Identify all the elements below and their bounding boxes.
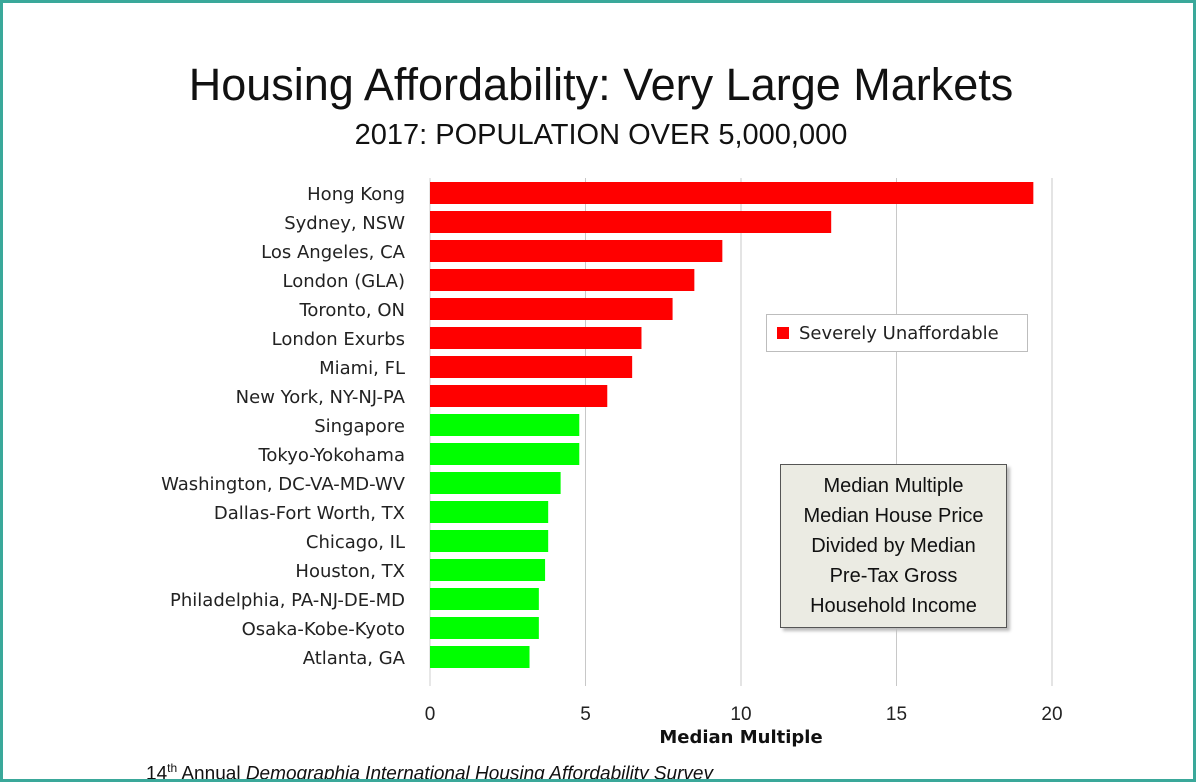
category-label: Philadelphia, PA-NJ-DE-MD [170,590,405,611]
bar [430,240,723,262]
category-label: Los Angeles, CA [261,242,406,263]
bar [430,327,642,349]
x-tick-label: 0 [425,704,436,725]
category-label: Singapore [314,416,405,437]
chart-title: Housing Affordability: Very Large Market… [188,59,1014,110]
bar [430,646,530,668]
footnote-mid: Annual [177,763,246,782]
bar [430,617,539,639]
bar [430,269,695,291]
bar [430,298,673,320]
category-label: Chicago, IL [306,532,405,553]
note-line: Median House Price [803,505,984,527]
note-box: Median Multiple Median House Price Divid… [780,464,1007,628]
bar [430,559,546,581]
bar [430,501,549,523]
footnote-superscript: th [167,761,178,775]
category-label: New York, NY-NJ-PA [236,387,406,408]
category-label: Atlanta, GA [303,648,406,669]
category-label: Hong Kong [307,184,405,205]
bar [430,182,1034,204]
x-tick-label: 20 [1041,704,1062,725]
x-tick-label: 10 [730,704,751,725]
legend: Severely Unaffordable [766,314,1028,352]
note-line: Pre-Tax Gross [829,565,958,587]
chart-subtitle: 2017: POPULATION OVER 5,000,000 [354,119,848,151]
bar [430,414,580,436]
footnote: 14th Annual Demographia International Ho… [146,761,713,782]
note-line: Household Income [810,595,977,617]
bar [430,385,608,407]
legend-label: Severely Unaffordable [799,322,999,344]
category-label: Miami, FL [319,358,405,379]
category-label: Washington, DC-VA-MD-WV [161,474,406,495]
category-label: London (GLA) [283,271,405,292]
category-label: Houston, TX [295,561,405,582]
bar [430,588,539,610]
note-line: Divided by Median [811,535,976,557]
category-label: London Exurbs [272,329,405,350]
legend-swatch [777,327,789,339]
note-line: Median Multiple [823,475,964,497]
footnote-survey-name: Demographia International Housing Afford… [245,763,713,782]
x-tick-label: 5 [580,704,591,725]
category-label: Toronto, ON [298,300,405,321]
bar [430,472,561,494]
bar [430,530,549,552]
category-label: Osaka-Kobe-Kyoto [242,619,405,640]
x-tick-label: 15 [886,704,907,725]
bar [430,211,832,233]
category-label: Dallas-Fort Worth, TX [214,503,405,524]
x-axis-label: Median Multiple [659,727,822,748]
footnote-prefix: 14 [146,763,168,782]
bar [430,356,633,378]
bar [430,443,580,465]
bar-chart: Hong Kong Sydney, NSW Los Angeles, CA Londo… [161,178,1063,748]
category-label: Tokyo-Yokohama [257,445,405,466]
category-label: Sydney, NSW [284,213,405,234]
